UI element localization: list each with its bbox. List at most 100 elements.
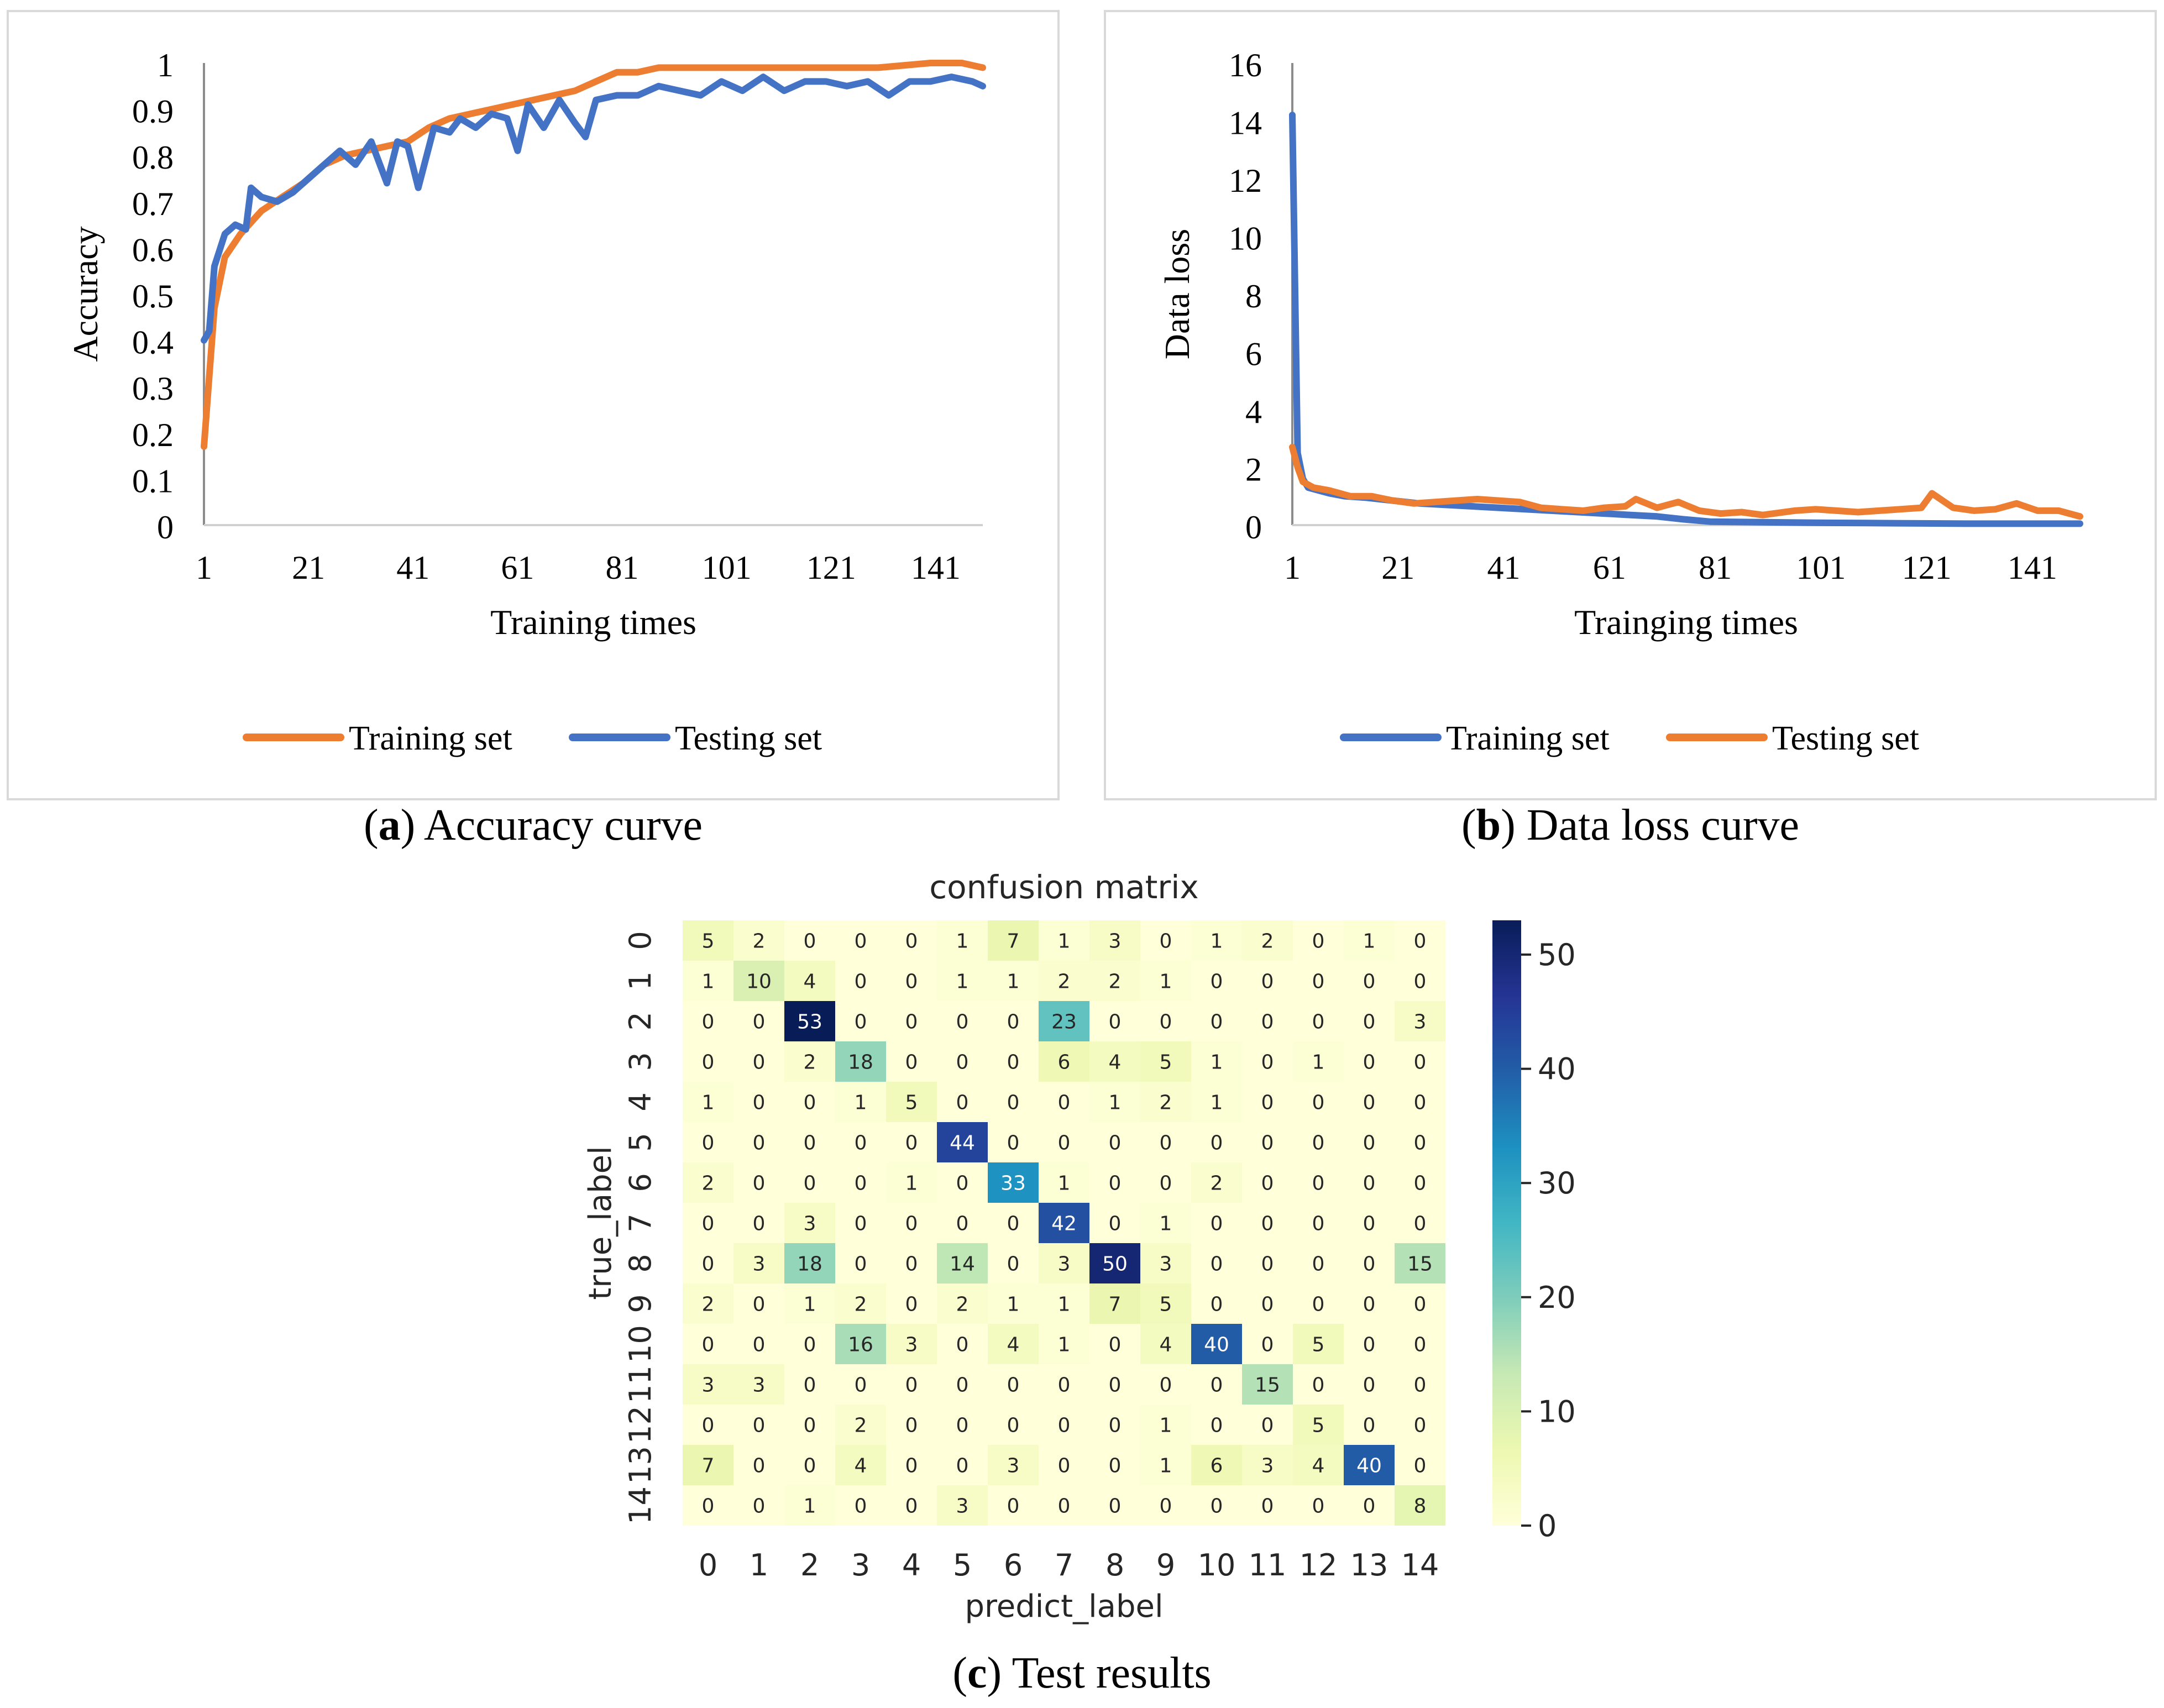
heatmap-cell	[1089, 1122, 1140, 1162]
heatmap-cell	[784, 1445, 835, 1485]
heatmap-cell	[835, 1405, 886, 1445]
heatmap-cell	[1089, 1283, 1140, 1324]
heatmap-cell	[733, 1162, 784, 1203]
heatmap-cell-label: 0	[1312, 1374, 1325, 1397]
x-tick-label: 21	[292, 549, 325, 586]
heatmap-cell-label: 0	[956, 1334, 969, 1356]
heatmap-title: confusion matrix	[929, 868, 1198, 906]
heatmap-cell	[1089, 1001, 1140, 1041]
heatmap-cell-label: 0	[1058, 1132, 1071, 1155]
heatmap-cell	[1039, 1485, 1089, 1526]
heatmap-cell	[683, 1485, 733, 1526]
heatmap-cell	[988, 1041, 1039, 1082]
heatmap-cell	[1039, 1405, 1089, 1445]
heatmap-cell-label: 0	[956, 1051, 969, 1074]
heatmap-cell	[683, 1324, 733, 1364]
heatmap-cell	[1140, 1082, 1191, 1122]
heatmap-cell	[1395, 1445, 1445, 1485]
heatmap-cell-label: 4	[804, 971, 816, 993]
y-tick-label: 12	[623, 1406, 658, 1444]
heatmap-cell-label: 0	[956, 1172, 969, 1195]
heatmap-cell-label: 0	[702, 1051, 715, 1074]
heatmap-cell	[733, 920, 784, 961]
heatmap-cell-label: 2	[804, 1051, 816, 1074]
heatmap-cell	[683, 1405, 733, 1445]
heatmap-cell-label: 0	[1363, 1253, 1376, 1276]
heatmap-cell	[1293, 1445, 1344, 1485]
heatmap-cell	[784, 1203, 835, 1243]
heatmap-cell-label: 0	[1414, 1293, 1427, 1316]
heatmap-cell	[733, 1001, 784, 1041]
heatmap-cell	[886, 1203, 937, 1243]
heatmap-cell-label: 0	[1160, 1374, 1172, 1397]
heatmap-cell-label: 7	[702, 1455, 715, 1478]
heatmap-cell-label: 0	[956, 1374, 969, 1397]
heatmap-cell	[733, 1041, 784, 1082]
heatmap-cell-label: 0	[1109, 1414, 1122, 1437]
y-tick-label: 0.3	[132, 370, 174, 407]
heatmap-cell	[1293, 1122, 1344, 1162]
heatmap-cell	[886, 920, 937, 961]
heatmap-cell-label: 0	[1109, 1455, 1122, 1478]
heatmap-cell	[1344, 1203, 1395, 1243]
heatmap-cell-label: 4	[1312, 1455, 1325, 1478]
heatmap-cell-label: 0	[753, 1172, 766, 1195]
data-loss-chart-panel: 0 2 4 6 8 10 12 14 16 1 21 41 61 81 101 121 141 Trainging…	[1104, 10, 2157, 800]
heatmap-cell	[1191, 1485, 1242, 1526]
x-tick-label: 1	[1284, 549, 1301, 586]
heatmap-cell	[683, 920, 733, 961]
legend-label: Testing set	[675, 720, 822, 757]
heatmap-cell	[1140, 1001, 1191, 1041]
heatmap-cell	[1242, 1405, 1293, 1445]
heatmap-cell	[784, 1324, 835, 1364]
heatmap-cell	[784, 1122, 835, 1162]
heatmap-cell-label: 1	[905, 1172, 918, 1195]
heatmap-cell	[733, 1364, 784, 1405]
heatmap-cell-label: 0	[1363, 971, 1376, 993]
y-tick-label: 0	[157, 509, 174, 546]
x-tick-label: 61	[501, 549, 534, 586]
y-tick-label: 1	[623, 971, 658, 990]
heatmap-cell-label: 0	[1261, 1414, 1274, 1437]
heatmap-cell	[1191, 1405, 1242, 1445]
colorbar-tick-label: 50	[1538, 937, 1576, 972]
heatmap-cell-label: 0	[855, 1495, 867, 1518]
y-tick-label: 0.6	[132, 232, 174, 268]
heatmap-cell	[937, 1485, 988, 1526]
accuracy-chart: 00.10.20.30.40.50.60.70.80.911 21 41 61 81 10…	[66, 47, 986, 757]
heatmap-cell	[988, 1445, 1039, 1485]
x-tick-label: 10	[1198, 1548, 1236, 1583]
heatmap-cell	[937, 1445, 988, 1485]
heatmap-cell	[937, 1041, 988, 1082]
heatmap-cell	[988, 1243, 1039, 1283]
heatmap-cell	[835, 1364, 886, 1405]
heatmap-cell	[683, 961, 733, 1001]
heatmap-cell	[784, 1243, 835, 1283]
heatmap-cell-label: 6	[1058, 1051, 1071, 1074]
x-tick-label: 141	[2008, 549, 2057, 586]
heatmap-cell	[835, 1001, 886, 1041]
heatmap-cell	[1140, 1445, 1191, 1485]
heatmap-cell-label: 0	[1007, 1414, 1020, 1437]
heatmap-cell	[886, 1001, 937, 1041]
heatmap-cell-label: 1	[804, 1495, 816, 1518]
heatmap-cell	[886, 1041, 937, 1082]
heatmap-cell	[1242, 1364, 1293, 1405]
heatmap-cell-label: 4	[1109, 1051, 1122, 1074]
heatmap-cell	[835, 1122, 886, 1162]
heatmap-cell	[988, 920, 1039, 961]
heatmap-cell-label: 0	[1414, 1334, 1427, 1356]
heatmap-cell-label: 0	[1109, 1172, 1122, 1195]
y-axis-title: Data loss	[1157, 229, 1197, 359]
heatmap-cell	[835, 920, 886, 961]
heatmap-cell	[835, 1445, 886, 1485]
heatmap-cell-label: 0	[1312, 971, 1325, 993]
heatmap-cell	[937, 1203, 988, 1243]
heatmap-cell	[1293, 961, 1344, 1001]
heatmap-cell-label: 0	[804, 1132, 816, 1155]
heatmap-cell-label: 0	[1211, 1495, 1223, 1518]
heatmap-cell-label: 2	[1109, 971, 1122, 993]
heatmap-cell	[1140, 1122, 1191, 1162]
heatmap-cell	[1140, 1162, 1191, 1203]
x-axis-title: Trainging times	[1574, 602, 1798, 642]
